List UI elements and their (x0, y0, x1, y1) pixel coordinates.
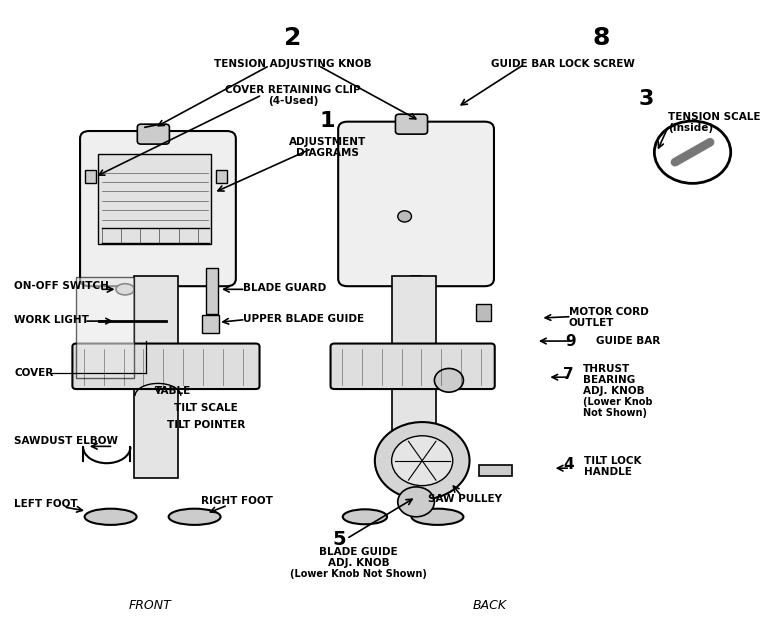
Text: TILT SCALE: TILT SCALE (174, 403, 238, 413)
Text: ADJ. KNOB: ADJ. KNOB (328, 558, 389, 568)
Ellipse shape (343, 510, 387, 524)
Text: 8: 8 (592, 26, 610, 49)
Text: OUTLET: OUTLET (569, 318, 615, 328)
Text: ADJ. KNOB: ADJ. KNOB (583, 386, 645, 396)
Bar (203, 316, 219, 333)
Text: UPPER BLADE GUIDE: UPPER BLADE GUIDE (242, 314, 364, 324)
Text: BEARING: BEARING (583, 375, 636, 385)
Text: 9: 9 (565, 334, 576, 349)
Ellipse shape (84, 509, 137, 525)
Text: (4-Used): (4-Used) (268, 96, 318, 106)
Bar (411, 275, 421, 409)
Text: WORK LIGHT: WORK LIGHT (14, 316, 89, 326)
Text: RIGHT FOOT: RIGHT FOOT (201, 496, 273, 506)
Bar (216, 170, 227, 183)
Bar (85, 170, 96, 183)
FancyBboxPatch shape (396, 114, 428, 134)
Ellipse shape (169, 509, 221, 525)
Text: Not Shown): Not Shown) (583, 408, 647, 418)
Text: ADJUSTMENT: ADJUSTMENT (289, 136, 366, 146)
Text: TENSION ADJUSTING KNOB: TENSION ADJUSTING KNOB (214, 59, 372, 69)
Text: SAWDUST ELBOW: SAWDUST ELBOW (14, 436, 118, 446)
Text: BACK: BACK (473, 600, 508, 612)
Text: TABLE: TABLE (155, 386, 192, 396)
Bar (206, 267, 218, 314)
Text: LEFT FOOT: LEFT FOOT (14, 500, 78, 510)
FancyBboxPatch shape (331, 344, 495, 389)
Bar (393, 275, 436, 478)
Circle shape (398, 487, 435, 517)
Text: COVER RETAINING CLIP: COVER RETAINING CLIP (225, 85, 361, 95)
Text: BLADE GUARD: BLADE GUARD (242, 283, 326, 293)
Circle shape (392, 436, 453, 486)
Circle shape (435, 369, 464, 392)
Bar (479, 465, 511, 476)
Ellipse shape (116, 284, 135, 295)
Text: GUIDE BAR: GUIDE BAR (596, 336, 660, 346)
Circle shape (375, 422, 469, 500)
Text: (Lower Knob Not Shown): (Lower Knob Not Shown) (290, 569, 427, 579)
Text: 5: 5 (333, 530, 346, 549)
Ellipse shape (411, 509, 464, 525)
Text: 2: 2 (285, 26, 302, 49)
FancyBboxPatch shape (138, 124, 170, 144)
Text: GUIDE BAR LOCK SCREW: GUIDE BAR LOCK SCREW (491, 59, 635, 69)
Text: 7: 7 (564, 367, 574, 382)
Circle shape (655, 121, 730, 183)
Text: ON-OFF SWITCH: ON-OFF SWITCH (14, 281, 109, 291)
Bar (475, 304, 491, 321)
Text: TILT LOCK: TILT LOCK (584, 456, 641, 466)
Text: 1: 1 (320, 111, 335, 131)
FancyBboxPatch shape (338, 121, 494, 286)
Text: SAW PULLEY: SAW PULLEY (428, 494, 502, 504)
Text: TENSION SCALE: TENSION SCALE (668, 111, 761, 121)
FancyBboxPatch shape (73, 344, 260, 389)
Bar (135, 275, 178, 478)
Text: MOTOR CORD: MOTOR CORD (569, 307, 648, 317)
Circle shape (398, 211, 411, 222)
Text: COVER: COVER (14, 369, 54, 379)
Text: TILT POINTER: TILT POINTER (167, 420, 246, 430)
Text: 3: 3 (639, 90, 655, 109)
Text: BLADE GUIDE: BLADE GUIDE (320, 546, 398, 557)
Text: FRONT: FRONT (129, 600, 172, 612)
Text: DIAGRAMS: DIAGRAMS (296, 148, 359, 158)
Bar (76, 277, 134, 379)
Text: 4: 4 (564, 457, 574, 472)
Text: HANDLE: HANDLE (584, 467, 632, 477)
FancyBboxPatch shape (80, 131, 236, 286)
Text: (Inside): (Inside) (668, 123, 713, 133)
Bar (99, 154, 211, 244)
Text: (Lower Knob: (Lower Knob (583, 397, 653, 407)
Text: THRUST: THRUST (583, 364, 630, 374)
